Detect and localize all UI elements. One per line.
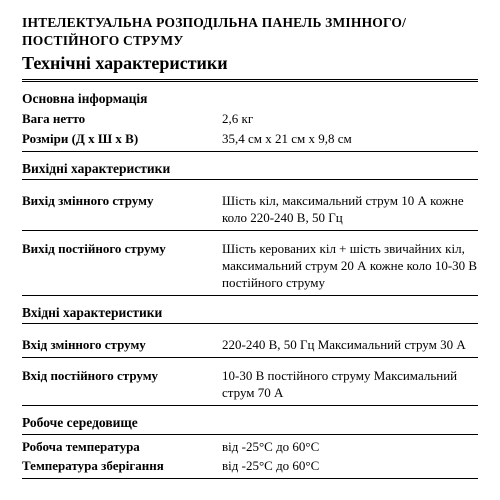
section-env: Робоче середовище Робоча температура від… xyxy=(22,414,478,475)
spec-row: Вага нетто 2,6 кг xyxy=(22,111,478,128)
spec-row: Вхід змінного струму 220-240 В, 50 Гц Ма… xyxy=(22,337,478,354)
divider xyxy=(22,478,478,479)
divider xyxy=(22,405,478,406)
spec-row: Вихід змінного струму Шість кіл, максима… xyxy=(22,193,478,227)
spec-value: від -25°С до 60°С xyxy=(222,439,478,456)
spec-row: Вхід постійного струму 10-30 В постійног… xyxy=(22,368,478,402)
section-title-output: Вихідні характеристики xyxy=(22,160,478,178)
divider xyxy=(22,179,478,180)
divider xyxy=(22,295,478,296)
spec-value: Шість керованих кіл + шість звичайних кі… xyxy=(222,241,478,292)
section-input: Вхідні характеристики Вхід змінного стру… xyxy=(22,304,478,402)
divider xyxy=(22,230,478,231)
spec-label: Розміри (Д х Ш х В) xyxy=(22,131,222,148)
spec-row: Розміри (Д х Ш х В) 35,4 см x 21 см x 9,… xyxy=(22,131,478,148)
spec-row: Температура зберігання від -25°С до 60°С xyxy=(22,458,478,475)
spec-label: Температура зберігання xyxy=(22,458,222,475)
spec-row: Робоча температура від -25°С до 60°С xyxy=(22,439,478,456)
section-title-basic: Основна інформація xyxy=(22,90,478,108)
spec-value: 220-240 В, 50 Гц Максимальний струм 30 А xyxy=(222,337,478,354)
spec-value: 10-30 В постійного струму Максимальний с… xyxy=(222,368,478,402)
divider xyxy=(22,323,478,324)
spec-label: Вхід змінного струму xyxy=(22,337,222,354)
spec-label: Вихід постійного струму xyxy=(22,241,222,292)
divider xyxy=(22,151,478,152)
spec-row: Вихід постійного струму Шість керованих … xyxy=(22,241,478,292)
spec-value: від -25°С до 60°С xyxy=(222,458,478,475)
document-title: ІНТЕЛЕКТУАЛЬНА РОЗПОДІЛЬНА ПАНЕЛЬ ЗМІННО… xyxy=(22,14,478,49)
section-title-input: Вхідні характеристики xyxy=(22,304,478,322)
main-heading: Технічні характеристики xyxy=(22,52,478,75)
spec-label: Робоча температура xyxy=(22,439,222,456)
spec-label: Вхід постійного струму xyxy=(22,368,222,402)
divider xyxy=(22,79,478,80)
divider xyxy=(22,357,478,358)
section-title-env: Робоче середовище xyxy=(22,414,478,432)
spec-value: 2,6 кг xyxy=(222,111,478,128)
spec-label: Вага нетто xyxy=(22,111,222,128)
spec-label: Вихід змінного струму xyxy=(22,193,222,227)
spec-value: 35,4 см x 21 см x 9,8 см xyxy=(222,131,478,148)
divider xyxy=(22,434,478,435)
section-output: Вихідні характеристики Вихід змінного ст… xyxy=(22,160,478,292)
spec-value: Шість кіл, максимальний струм 10 А кожне… xyxy=(222,193,478,227)
divider xyxy=(22,81,478,82)
section-basic: Основна інформація Вага нетто 2,6 кг Роз… xyxy=(22,90,478,147)
